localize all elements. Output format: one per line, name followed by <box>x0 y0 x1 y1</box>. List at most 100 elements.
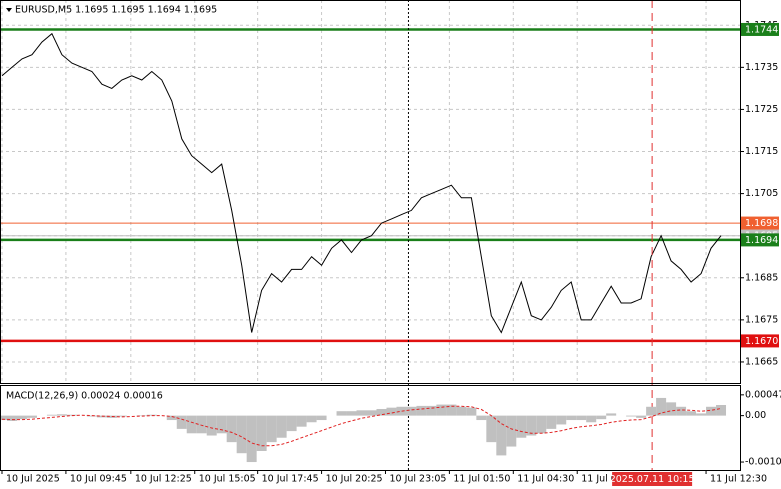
macd-bar <box>556 415 567 425</box>
macd-title: MACD(12,26,9) 0.00024 0.00016 <box>6 391 163 402</box>
macd-bar <box>206 415 217 436</box>
cursor-label: 2025.07.11 10:15 <box>610 474 695 485</box>
macd-bar <box>466 407 477 416</box>
macd-bar <box>56 414 67 416</box>
macd-bar <box>176 415 187 429</box>
x-tick-label: 10 Jul 15:05 <box>199 474 256 485</box>
macd-bar <box>276 415 287 438</box>
macd-bar <box>696 413 707 416</box>
macd-bar <box>686 411 697 416</box>
macd-bar <box>536 415 547 434</box>
macd-bar <box>416 405 427 416</box>
macd-bar <box>446 404 457 416</box>
macd-bar <box>586 415 597 423</box>
signal-line <box>1 405 722 447</box>
macd-bar <box>296 415 307 427</box>
macd-bar <box>346 411 357 416</box>
macd-bar <box>666 402 677 416</box>
macd-bar <box>356 410 367 416</box>
x-tick-label: 10 Jul 17:45 <box>262 474 319 485</box>
x-tick-label: 10 Jul 23:05 <box>389 474 446 485</box>
macd-bar <box>196 415 207 434</box>
macd-bar <box>306 415 317 423</box>
y-tick-label: 1.1705 <box>745 188 778 199</box>
macd-bar <box>376 408 387 416</box>
macd-bar <box>456 406 467 416</box>
macd-bar <box>636 415 647 418</box>
macd-bar <box>516 415 527 438</box>
x-tick-label: 10 Jul 09:45 <box>70 474 127 485</box>
macd-bar <box>286 415 297 432</box>
price-frame <box>0 0 741 384</box>
level-tag <box>741 22 779 36</box>
x-tick-label: 10 Jul 2025 <box>6 474 60 485</box>
macd-bar <box>506 415 517 447</box>
x-tick-label: 11 Jul 04:30 <box>517 474 574 485</box>
macd-bar <box>606 413 617 416</box>
y-tick-label: 1.1685 <box>745 272 778 283</box>
chart-title: EURUSD,M5 1.1695 1.1695 1.1694 1.1695 <box>15 5 217 16</box>
macd-bar <box>426 405 437 416</box>
macd-bar <box>646 406 657 416</box>
x-tick-label: 11 Jul 07:10 <box>581 474 638 485</box>
price-line <box>1 32 722 334</box>
y-tick-label: 1.1665 <box>745 356 778 367</box>
level-tag <box>741 334 779 348</box>
macd-bar <box>26 415 37 418</box>
level-label: 1.1698 <box>745 218 778 229</box>
macd-bar <box>186 415 197 434</box>
macd-bar <box>546 415 557 429</box>
macd-bar <box>46 414 57 416</box>
level-tag <box>741 216 779 230</box>
macd-bar <box>526 415 537 436</box>
macd-bar <box>256 415 267 451</box>
macd-bar <box>236 415 247 454</box>
macd-bar <box>366 410 377 416</box>
macd-bar <box>626 415 637 417</box>
macd-bar <box>676 406 687 416</box>
macd-bar <box>396 406 407 416</box>
macd-bar <box>336 411 347 416</box>
level-label: 1.1694 <box>745 235 778 246</box>
macd-bar <box>116 415 127 417</box>
level-label: 1.1670 <box>745 336 778 347</box>
macd-bar <box>476 415 487 421</box>
macd-bar <box>386 407 397 416</box>
grid <box>0 0 744 474</box>
macd-bar <box>16 415 27 420</box>
y-tick-label: 0.00 <box>745 410 766 421</box>
macd-bar <box>566 415 577 421</box>
macd-bar <box>496 415 507 456</box>
macd-bar <box>266 415 277 443</box>
y-tick-label: 1.1735 <box>745 62 778 73</box>
macd-bar <box>656 397 667 416</box>
level-tag <box>741 233 779 247</box>
x-tick-label: 10 Jul 12:25 <box>135 474 192 485</box>
x-tick-label: 10 Jul 20:25 <box>326 474 383 485</box>
macd-bar <box>6 415 17 421</box>
macd-bar <box>706 406 717 416</box>
macd-bar <box>0 415 7 421</box>
y-tick-label: 1.1715 <box>745 146 778 157</box>
x-tick-label: 11 Jul 01:50 <box>453 474 510 485</box>
macd-bar <box>216 415 227 434</box>
y-tick-label: 1.1675 <box>745 314 778 325</box>
macd-bar <box>596 415 607 420</box>
macd-bar <box>316 415 327 421</box>
macd-bar <box>486 415 497 443</box>
macd-bar <box>576 415 587 421</box>
cursor-tag <box>612 472 693 486</box>
level-label: 1.1744 <box>745 24 778 35</box>
macd-bar <box>406 406 417 416</box>
macd-bar <box>166 415 177 421</box>
marks <box>0 0 740 470</box>
macd-bar <box>436 404 447 416</box>
y-tick-label: 1.1725 <box>745 104 778 115</box>
y-tick-label: -0.00105 <box>745 457 781 468</box>
macd-bar <box>246 415 257 463</box>
macd-frame <box>0 385 741 471</box>
menu-triangle[interactable] <box>6 8 12 12</box>
macd-bar <box>226 415 237 443</box>
x-tick-label: 11 Jul 12:30 <box>710 474 767 485</box>
